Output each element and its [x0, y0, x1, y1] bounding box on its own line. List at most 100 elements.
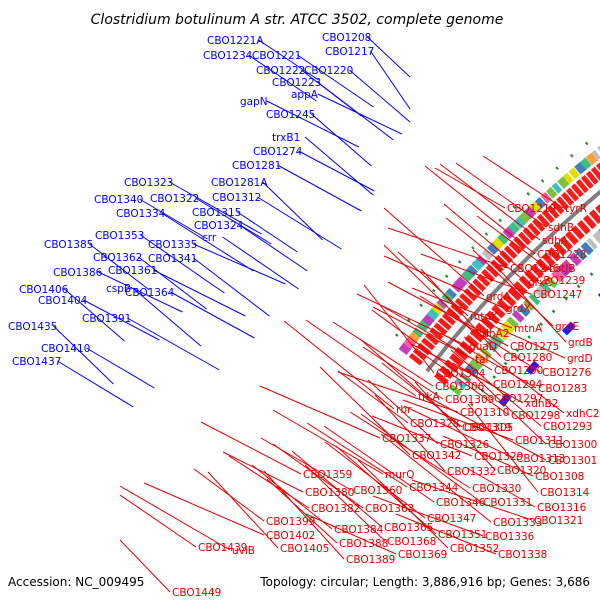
reverse-leader-line [357, 459, 449, 549]
reverse-gene-label: CBO1328 [410, 418, 459, 430]
forward-gene-label: CBO1245 [266, 109, 315, 121]
reverse-gene-label: CBO1388 [339, 538, 388, 550]
forward-gene-label: CBO1406 [19, 284, 69, 296]
outer-cog-block [557, 176, 570, 189]
reverse-leader-line [424, 165, 536, 255]
forward-gene-label: CBO1410 [41, 343, 90, 355]
reverse-gene-label: CBO1329 [474, 451, 523, 463]
inner-cog-block [474, 352, 488, 365]
reverse-gene-label: xdhC2 [566, 408, 600, 420]
forward-gene-label: cspB [106, 283, 131, 295]
inner-cog-block [574, 247, 588, 261]
reverse-gene-label: CBO1239 [536, 275, 585, 287]
reverse-leader-line [464, 466, 536, 508]
reverse-leader-line [411, 479, 533, 521]
forward-leader-line [367, 36, 411, 78]
forward-leader-line [369, 50, 411, 110]
reverse-gene-label: CBO1228 [537, 249, 586, 261]
forward-leader-line [277, 164, 362, 212]
reverse-leader-line [425, 395, 547, 461]
forward-gene-label: CBO1340 [94, 194, 143, 206]
outer-cog-block [562, 172, 574, 185]
reverse-leader-line [443, 203, 535, 281]
outer-cog-block [585, 152, 598, 165]
reverse-leader-line [476, 215, 548, 269]
reverse-gene-label: grdA [486, 291, 511, 303]
outer-cog-block [476, 254, 488, 266]
reverse-leader-line [371, 309, 493, 399]
forward-gene-label: appA [291, 89, 319, 101]
reverse-gene-label: CBO1290 [494, 365, 543, 377]
forward-gene-label: CBO1274 [253, 146, 303, 158]
reverse-gene-label: trkA [418, 391, 441, 403]
reverse-gene-label: CBO1298 [511, 410, 560, 422]
forward-leader-line [317, 81, 394, 141]
reverse-leader-line [383, 244, 475, 334]
outer-cog-block [466, 264, 479, 277]
reverse-leader-line [387, 227, 509, 269]
reverse-gene-label: CBO1359 [303, 469, 352, 481]
forward-leader-line [64, 288, 125, 342]
forward-gene-label: CBO1391 [82, 313, 131, 325]
forward-leader-line [57, 360, 134, 408]
outer-cog-block [540, 191, 553, 204]
gc-mark [570, 153, 574, 158]
reverse-leader-line [200, 421, 302, 475]
inner-cog-block [586, 237, 598, 250]
forward-leader-line [239, 224, 308, 272]
reverse-gene-label: rbr [396, 404, 412, 416]
reverse-gene-label: tyrR [565, 203, 587, 215]
reverse-gene-label: CBO1219 [507, 203, 556, 215]
reverse-leader-line [263, 470, 345, 560]
reverse-gene-label: CBO1365 [384, 522, 433, 534]
forward-leader-line [53, 325, 114, 385]
reverse-leader-line [403, 405, 515, 459]
forward-leader-line [258, 39, 319, 81]
outer-cog-block [507, 221, 520, 234]
reverse-leader-line [372, 306, 474, 360]
reverse-leader-line [419, 295, 541, 373]
gc-mark [444, 274, 449, 279]
forward-leader-line [140, 234, 225, 294]
inner-cog-block [551, 268, 565, 283]
reverse-leader-line [291, 450, 383, 528]
outer-cog-block [497, 232, 510, 245]
reverse-gene-label: CBO1337 [382, 433, 431, 445]
inner-cog-block [500, 320, 515, 335]
forward-gene-label: CBO1281 [232, 160, 281, 172]
reverse-leader-line [119, 539, 171, 593]
inner-cog-block [539, 281, 552, 294]
reverse-leader-line [381, 305, 493, 371]
gc-mark [526, 192, 531, 196]
outer-cog-block [492, 236, 505, 250]
forward-gene-label: CBO1234 [203, 50, 253, 62]
reverse-gene-label: CBO1330 [472, 483, 521, 495]
forward-gene-label: CBO1217 [325, 46, 374, 58]
reverse-leader-line [482, 155, 564, 209]
outer-cog-block [446, 287, 457, 299]
reverse-leader-line [304, 464, 386, 542]
inner-cog-block [568, 252, 582, 267]
outer-cog-block [398, 342, 412, 356]
reverse-leader-line [337, 371, 459, 413]
inner-cog-block [511, 310, 525, 323]
reverse-gene-label: sdhA [542, 235, 569, 247]
reverse-gene-label: cotJB [549, 263, 576, 275]
reverse-gene-label: xdhB2 [525, 398, 558, 410]
reverse-gene-label: CBO1304 [436, 368, 486, 380]
forward-gene-label: CBO1437 [12, 356, 61, 368]
reverse-gene-label: CBO1275 [510, 341, 559, 353]
reverse-leader-line [395, 513, 497, 555]
forward-gene-label: crr [202, 232, 217, 244]
forward-leader-line [193, 257, 270, 317]
outer-cog-block [412, 327, 424, 338]
reverse-gene-label: grdB [568, 337, 593, 349]
reverse-leader-line [306, 422, 408, 488]
gc-mark [469, 402, 474, 407]
label-leader-lines [53, 36, 567, 593]
forward-gene-label: CBO1208 [322, 32, 371, 44]
forward-leader-line [83, 299, 160, 341]
forward-gene-label: gapN [240, 96, 268, 108]
map-title: Clostridium botulinum A str. ATCC 3502, … [91, 12, 504, 28]
